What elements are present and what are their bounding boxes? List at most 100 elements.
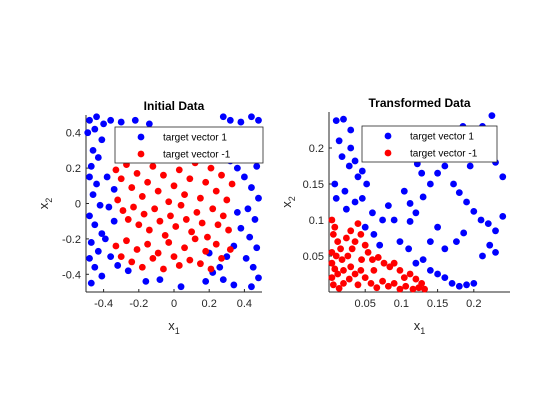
data-point	[100, 120, 107, 128]
series-target-vector-neg-1	[112, 159, 236, 273]
data-point	[332, 195, 340, 202]
data-point	[212, 240, 220, 248]
data-point	[175, 166, 183, 174]
data-point	[91, 221, 99, 229]
data-point	[402, 282, 410, 290]
data-point	[165, 198, 173, 206]
data-point	[334, 270, 342, 278]
data-point	[133, 170, 141, 177]
data-point	[463, 281, 470, 289]
data-point	[191, 235, 199, 243]
data-point	[412, 275, 420, 283]
data-point	[94, 154, 102, 161]
legend-marker	[137, 133, 145, 141]
data-point	[128, 184, 136, 191]
x-tick-label: 0.05	[354, 298, 375, 310]
data-point	[177, 283, 185, 291]
y-tick-label: 0.05	[303, 251, 324, 263]
data-point	[145, 120, 153, 128]
data-point	[114, 196, 122, 204]
data-point	[218, 171, 225, 179]
data-point	[101, 235, 109, 243]
data-point	[351, 238, 359, 246]
data-point	[167, 212, 174, 220]
data-point	[331, 223, 339, 231]
data-point	[337, 245, 344, 253]
x-axis-label-subscript: 1	[420, 326, 425, 336]
data-point	[455, 189, 463, 197]
data-point	[216, 263, 224, 271]
data-point	[241, 173, 248, 181]
plot-title: Initial Data	[144, 99, 205, 113]
data-point	[434, 223, 441, 231]
data-point	[193, 208, 201, 216]
data-point	[149, 162, 157, 170]
y-tick-label: 0.4	[66, 128, 81, 140]
data-point	[98, 272, 106, 280]
data-point	[331, 180, 339, 188]
data-point	[151, 205, 159, 213]
data-point	[130, 203, 137, 211]
data-point	[214, 221, 222, 229]
data-point	[96, 201, 104, 209]
data-point	[226, 116, 234, 124]
y-tick-label: 0.15	[303, 179, 324, 191]
data-point	[463, 198, 470, 206]
data-point	[499, 173, 507, 181]
data-point	[406, 218, 414, 225]
data-point	[412, 209, 420, 217]
data-point	[342, 205, 350, 213]
data-point	[177, 201, 185, 209]
data-point	[142, 277, 150, 285]
data-point	[351, 198, 359, 206]
data-point	[170, 182, 178, 190]
data-point	[212, 187, 220, 195]
data-point	[406, 200, 414, 207]
data-point	[390, 259, 398, 267]
data-point	[255, 274, 262, 282]
data-point	[328, 259, 336, 267]
data-point	[455, 282, 463, 290]
data-point	[91, 263, 99, 271]
data-point	[253, 162, 261, 170]
series-target-vector-neg-1	[328, 216, 428, 293]
data-point	[117, 253, 125, 260]
data-point	[219, 276, 227, 284]
data-point	[354, 220, 362, 228]
data-point	[93, 113, 100, 121]
x-tick-label: 0	[171, 298, 177, 310]
data-point	[94, 247, 102, 255]
data-point	[406, 270, 414, 278]
data-point	[165, 239, 173, 246]
data-point	[124, 267, 132, 275]
data-point	[340, 279, 347, 287]
data-point	[488, 112, 496, 119]
y-axis-label: x2	[36, 198, 54, 210]
data-point	[340, 115, 347, 123]
data-point	[237, 118, 245, 126]
data-point	[367, 279, 375, 287]
x-tick-label: -0.4	[94, 298, 113, 310]
data-point	[144, 178, 152, 186]
data-point	[328, 216, 336, 224]
data-point	[207, 164, 215, 172]
data-point	[409, 285, 417, 293]
data-point	[334, 238, 342, 246]
plot-title: Transformed Data	[368, 96, 470, 110]
data-point	[197, 194, 204, 202]
data-point	[124, 216, 132, 223]
data-point	[186, 175, 194, 183]
legend-label: target vector -1	[410, 149, 478, 160]
x-tick-label: 0.1	[394, 298, 409, 310]
data-point	[204, 233, 211, 241]
y-tick-label: 0.2	[309, 143, 324, 155]
data-point	[135, 221, 143, 229]
data-point	[233, 208, 241, 216]
data-point	[110, 185, 118, 193]
data-point	[390, 279, 398, 287]
data-point	[441, 162, 449, 170]
data-point	[434, 270, 441, 278]
data-point	[86, 173, 93, 181]
x-tick-label: -0.2	[129, 298, 148, 310]
